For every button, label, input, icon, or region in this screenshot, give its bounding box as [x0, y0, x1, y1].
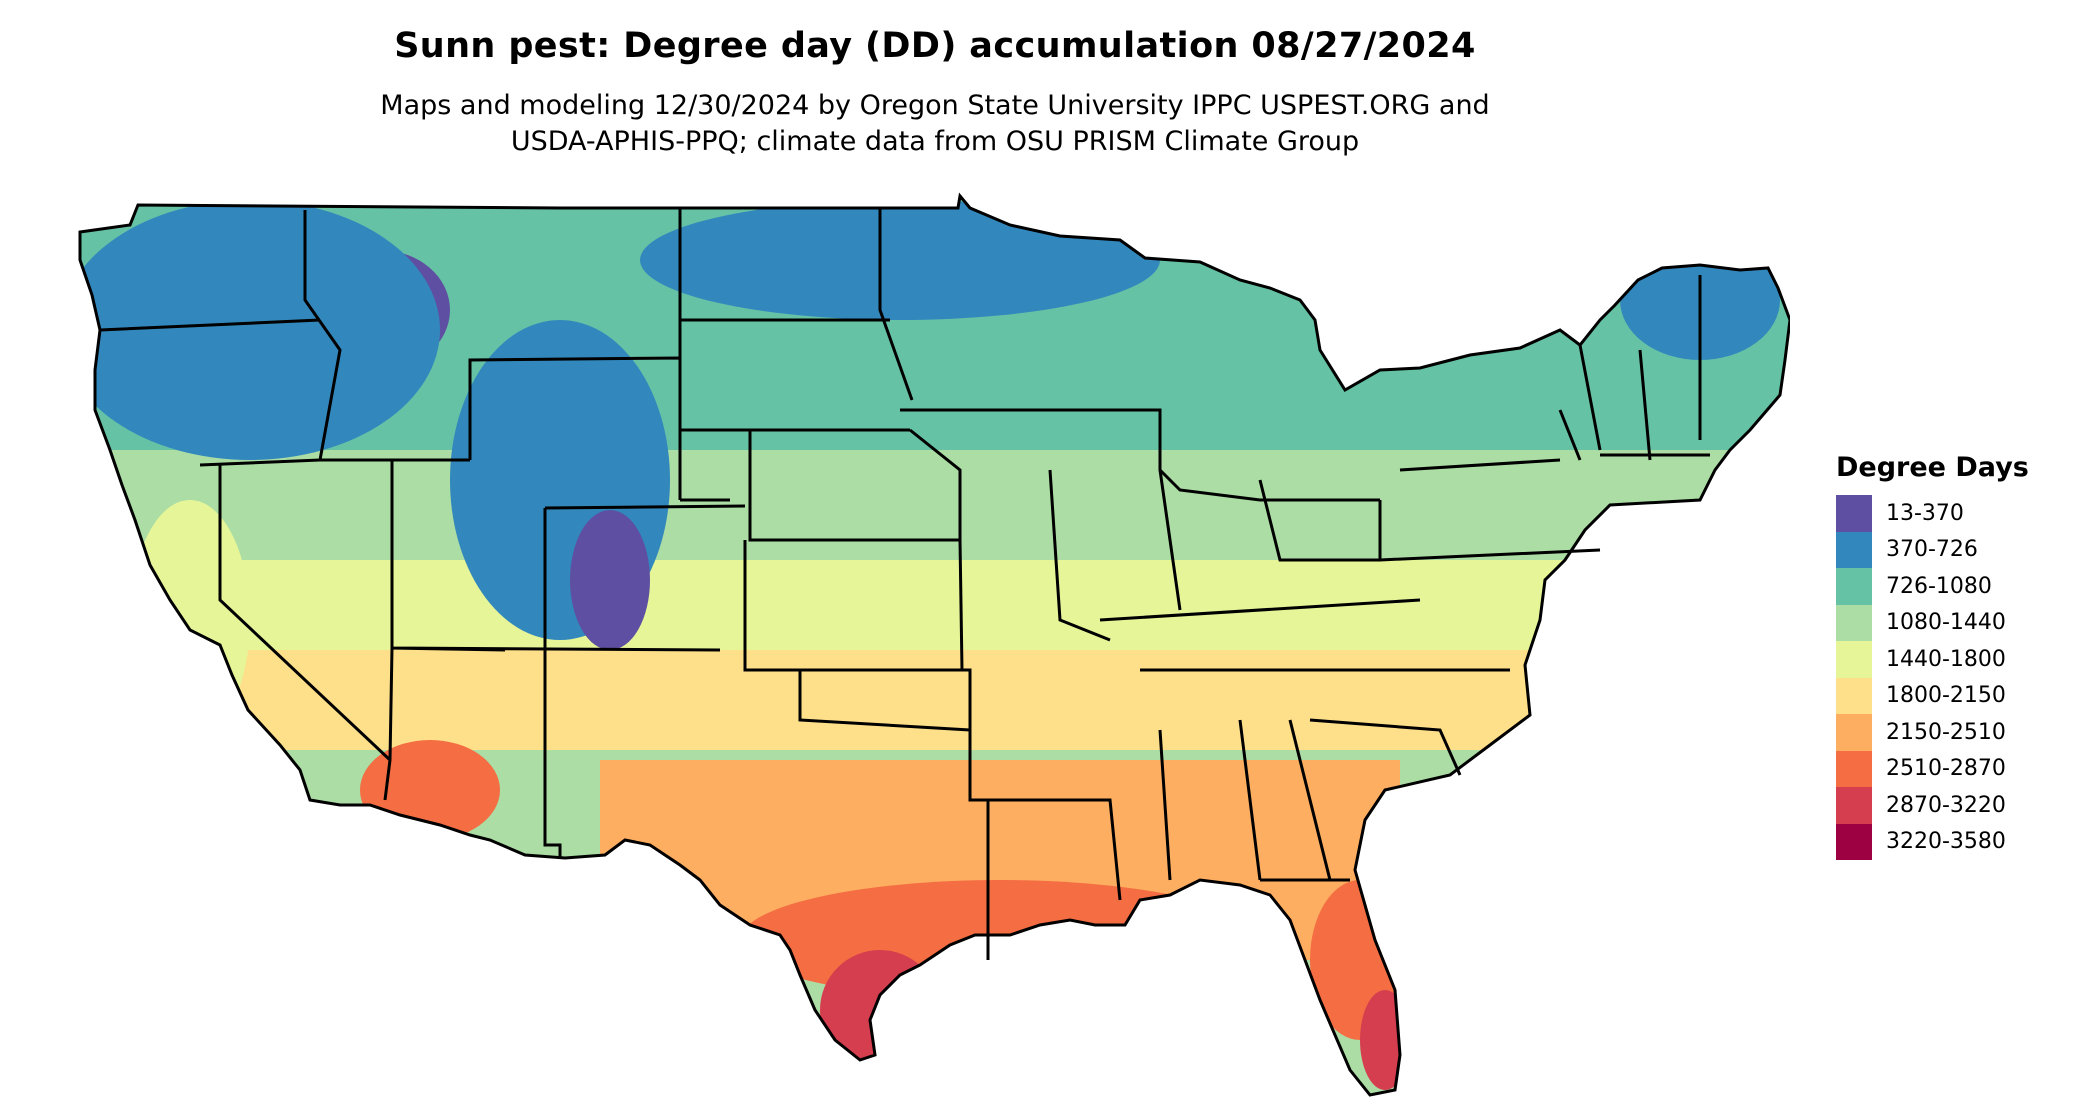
legend-swatch: [1836, 677, 1872, 714]
legend-label: 3220-3580: [1886, 829, 2006, 855]
us-outline: [78, 192, 1790, 1097]
band-2510-2870-arizona: [360, 740, 500, 840]
band-370-726-northwest: [80, 200, 440, 460]
state-lines-east: [900, 275, 1710, 882]
legend-item: 13-370: [1836, 495, 2029, 532]
legend-item: 2510-2870: [1836, 750, 2029, 787]
legend-swatch: [1836, 568, 1872, 605]
legend-item: 726-1080: [1836, 568, 2029, 605]
legend-item: 1800-2150: [1836, 677, 2029, 714]
legend-item: 2870-3220: [1836, 787, 2029, 824]
subtitle-line-2: USDA-APHIS-PPQ; climate data from OSU PR…: [510, 126, 1360, 157]
band-2510-2870: [740, 880, 1260, 1000]
legend-swatch: [1836, 641, 1872, 678]
state-lines-west: [99, 210, 746, 858]
band-1440-1800-california: [130, 500, 250, 740]
legend-item: 370-726: [1836, 531, 2029, 568]
map-subtitle: Maps and modeling 12/30/2024 by Oregon S…: [0, 88, 1870, 160]
degree-day-raster: [80, 196, 1790, 1095]
legend-swatch: [1836, 604, 1872, 641]
legend-swatch: [1836, 823, 1872, 860]
legend-label: 13-370: [1886, 500, 1964, 526]
legend-label: 2150-2510: [1886, 719, 2006, 745]
band-2870-3220: [820, 950, 940, 1070]
us-degree-day-map: [78, 192, 1790, 1097]
subtitle-line-1: Maps and modeling 12/30/2024 by Oregon S…: [380, 90, 1490, 121]
legend-label: 370-726: [1886, 537, 1978, 563]
legend-label: 726-1080: [1886, 573, 1992, 599]
band-2870-3220-florida: [1360, 990, 1410, 1090]
map-title: Sunn pest: Degree day (DD) accumulation …: [394, 26, 1476, 66]
legend: Degree Days 13-370 370-726 726-1080 1080-14…: [1836, 452, 2029, 860]
state-lines-central: [678, 208, 1122, 960]
legend-swatch: [1836, 495, 1872, 532]
legend-rows: 13-370 370-726 726-1080 1080-1440 1440-1800 1…: [1836, 495, 2029, 860]
legend-item: 1440-1800: [1836, 641, 2029, 678]
legend-swatch: [1836, 714, 1872, 751]
legend-label: 2510-2870: [1886, 756, 2006, 782]
band-370-726-north: [640, 200, 1160, 320]
legend-swatch: [1836, 531, 1872, 568]
legend-label: 1440-1800: [1886, 646, 2006, 672]
legend-label: 1080-1440: [1886, 610, 2006, 636]
legend-item: 3220-3580: [1836, 823, 2029, 860]
legend-swatch: [1836, 787, 1872, 824]
legend-label: 2870-3220: [1886, 792, 2006, 818]
band-13-370-rockies: [570, 510, 650, 650]
legend-label: 1800-2150: [1886, 683, 2006, 709]
legend-item: 2150-2510: [1836, 714, 2029, 751]
legend-title: Degree Days: [1836, 452, 2029, 483]
legend-item: 1080-1440: [1836, 604, 2029, 641]
legend-swatch: [1836, 750, 1872, 787]
state-boundaries: [78, 192, 1790, 1097]
